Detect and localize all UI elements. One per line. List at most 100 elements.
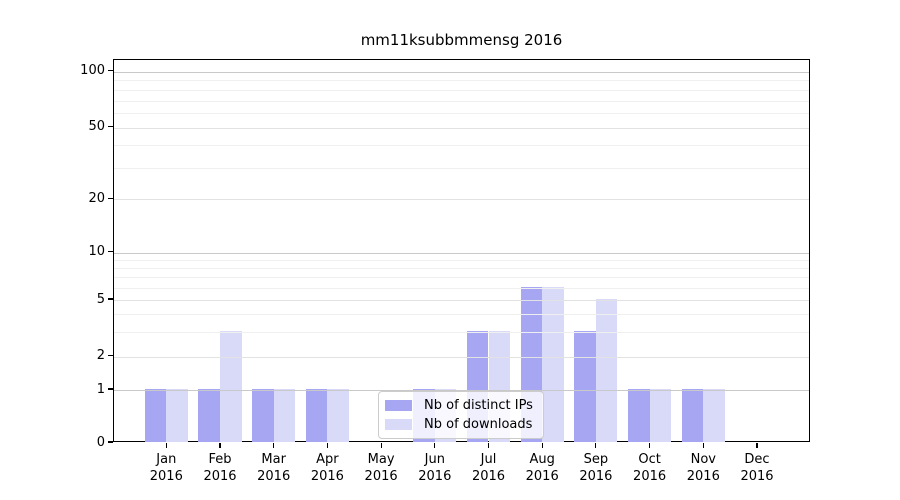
x-tick-label-nov: Nov 2016 [673,451,733,485]
month-label: Sep [583,452,609,467]
x-tick-mark-jul [487,443,490,448]
x-tick-mark-aug [541,443,543,448]
gridline-1 [114,390,809,391]
gridline-60 [114,113,809,114]
month-label: Jan [156,452,177,467]
bar-distinct-ips-oct [628,389,650,442]
legend-swatch-icon [385,400,412,411]
year-label: 2016 [364,469,398,484]
gridline-2 [114,356,809,358]
y-tick-mark-0 [108,441,113,443]
x-tick-mark-feb [219,443,221,448]
month-label: Jul [480,452,497,467]
year-label: 2016 [310,469,344,484]
gridline-30 [114,167,809,169]
bar-distinct-ips-jan [144,389,167,442]
year-label: 2016 [633,469,667,484]
month-label: Mar [261,452,286,467]
month-label: Apr [316,452,339,467]
x-tick-label-jun: Jun 2016 [405,451,465,485]
x-tick-label-jul: Jul 2016 [459,451,519,485]
year-label: 2016 [203,469,237,484]
month-label: Oct [638,452,661,467]
x-tick-label-dec: Dec 2016 [727,451,787,485]
year-label: 2016 [579,469,613,484]
y-tick-mark-5 [108,298,113,300]
gridline-6 [114,287,809,289]
y-tick-label-100: 100 [80,63,105,79]
year-label: 2016 [471,469,506,484]
gridline-100 [114,71,809,73]
bar-downloads-aug [542,286,564,442]
x-tick-label-may: May 2016 [351,451,411,485]
gridline-8 [114,267,809,269]
month-label: May [367,452,395,467]
legend: Nb of distinct IPs Nb of downloads [378,391,544,439]
year-label: 2016 [740,469,774,484]
y-tick-mark-50 [108,126,113,128]
year-label: 2016 [418,469,452,484]
gridline-5 [114,300,809,301]
y-tick-label-50: 50 [88,119,105,135]
x-tick-label-jan: Jan 2016 [136,451,196,485]
year-label: 2016 [149,469,183,484]
x-tick-mark-mar [273,443,275,448]
gridline-20 [114,199,809,201]
y-tick-mark-10 [108,251,113,253]
x-tick-mark-apr [326,443,328,448]
y-tick-label-1: 1 [96,381,105,397]
y-tick-label-10: 10 [88,244,105,260]
year-label: 2016 [257,469,291,484]
legend-label: Nb of downloads [424,417,533,432]
x-tick-label-sep: Sep 2016 [566,451,626,485]
gridline-10 [114,252,809,254]
x-tick-mark-dec [756,443,758,448]
legend-label: Nb of distinct IPs [424,398,533,413]
gridline-50 [114,127,809,129]
y-tick-mark-2 [108,355,113,357]
y-tick-label-2: 2 [96,348,105,364]
x-tick-label-mar: Mar 2016 [244,451,304,485]
month-label: Feb [208,452,232,467]
bar-downloads-nov [703,389,725,442]
bar-distinct-ips-mar [252,389,274,442]
gridline-80 [114,89,809,91]
legend-entry-distinct-ips: Nb of distinct IPs [385,398,533,413]
x-tick-mark-sep [595,443,597,448]
bar-downloads-oct [649,389,672,442]
bar-downloads-sep [595,299,618,442]
y-tick-label-20: 20 [88,190,105,206]
month-label: Dec [744,452,770,467]
bar-downloads-jan [166,389,188,442]
month-label: Aug [529,452,555,467]
year-label: 2016 [525,469,559,484]
y-tick-mark-20 [108,197,113,199]
bar-downloads-feb [220,330,242,442]
bar-distinct-ips-nov [681,389,704,442]
year-label: 2016 [686,469,720,484]
bar-distinct-ips-sep [574,330,596,442]
x-tick-mark-jun [434,443,436,448]
x-tick-mark-jan [165,443,167,448]
y-tick-label-5: 5 [96,291,105,307]
gridline-40 [114,145,809,147]
y-tick-mark-100 [108,70,113,72]
gridline-70 [114,100,809,102]
x-tick-mark-oct [649,443,651,448]
bar-downloads-apr [327,389,349,442]
gridline-90 [114,80,809,82]
legend-entry-downloads: Nb of downloads [385,417,533,432]
month-label: Jun [424,452,445,467]
x-tick-mark-may [380,443,382,448]
y-tick-mark-1 [108,388,113,390]
plot-area [113,59,810,442]
y-tick-label-0: 0 [96,434,105,450]
chart-title: mm11ksubbmmensg 2016 [360,31,563,49]
bar-downloads-mar [273,389,296,442]
gridline-7 [114,277,809,278]
bar-distinct-ips-apr [305,389,328,442]
x-tick-label-feb: Feb 2016 [190,451,250,485]
x-tick-label-oct: Oct 2016 [620,451,680,485]
x-tick-label-apr: Apr 2016 [297,451,357,485]
